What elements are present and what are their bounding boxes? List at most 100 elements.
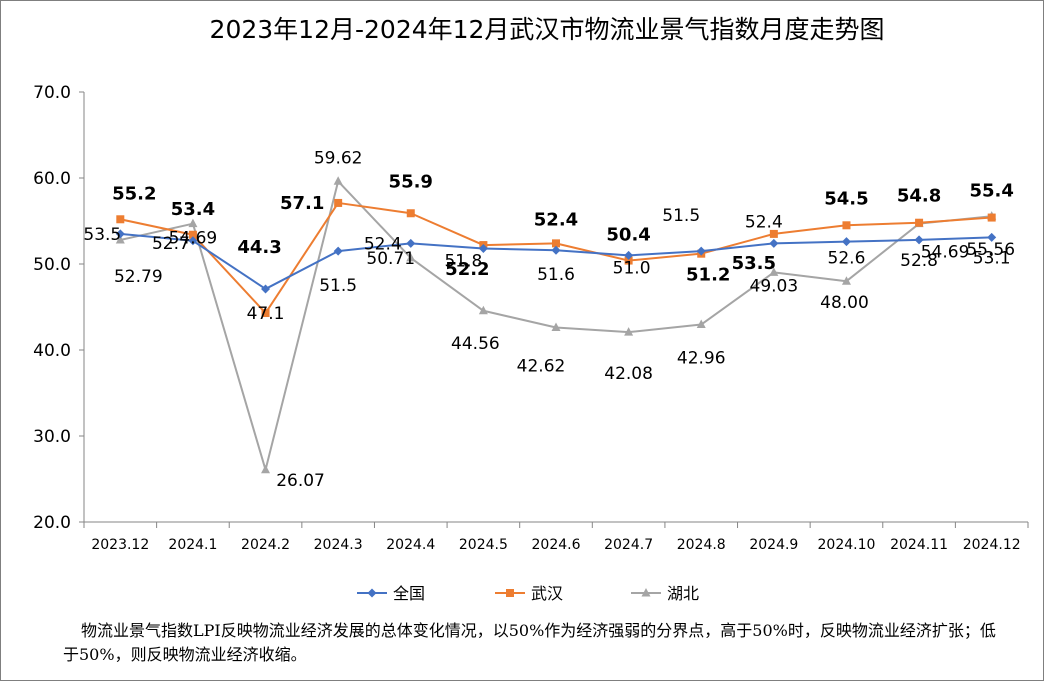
x-tick-label: 2024.3 bbox=[314, 537, 363, 553]
data-point-湖北 bbox=[478, 305, 488, 315]
data-point-湖北 bbox=[188, 218, 198, 228]
data-label-武汉: 44.3 bbox=[237, 237, 281, 258]
data-label-湖北: 59.62 bbox=[314, 148, 363, 168]
legend-label-全国: 全国 bbox=[393, 584, 425, 603]
data-label-武汉: 55.2 bbox=[112, 183, 156, 204]
legend-label-武汉: 武汉 bbox=[531, 584, 563, 603]
series-lines bbox=[115, 176, 997, 474]
data-point-武汉 bbox=[552, 239, 560, 248]
data-point-武汉 bbox=[915, 218, 924, 227]
data-point-武汉 bbox=[334, 198, 343, 207]
data-label-武汉: 55.4 bbox=[969, 181, 1013, 202]
x-tick-label: 2024.7 bbox=[604, 537, 653, 553]
data-label-武汉: 55.9 bbox=[389, 171, 433, 192]
data-label-全国: 51.8 bbox=[444, 252, 482, 272]
data-label-武汉: 54.5 bbox=[824, 188, 868, 209]
x-tick-label: 2024.9 bbox=[749, 537, 798, 553]
legend: 全国 武汉 湖北 bbox=[357, 584, 699, 603]
data-point-全国 bbox=[696, 246, 706, 256]
data-label-全国: 53.1 bbox=[973, 248, 1011, 268]
data-point-湖北 bbox=[261, 464, 271, 474]
data-label-湖北: 42.08 bbox=[604, 364, 653, 384]
data-label-湖北: 49.03 bbox=[750, 276, 799, 296]
data-point-全国 bbox=[987, 232, 997, 242]
x-tick-label: 2024.2 bbox=[241, 537, 290, 553]
data-point-湖北 bbox=[769, 267, 779, 276]
data-label-湖北: 50.71 bbox=[366, 249, 415, 269]
data-point-全国 bbox=[406, 238, 416, 248]
data-label-武汉: 53.4 bbox=[171, 199, 215, 220]
data-point-武汉 bbox=[116, 215, 125, 224]
data-point-全国 bbox=[624, 250, 634, 260]
x-tick-label: 2024.6 bbox=[532, 537, 581, 553]
legend-marker-全国 bbox=[367, 588, 377, 598]
data-point-湖北 bbox=[841, 276, 851, 285]
data-label-全国: 52.7 bbox=[152, 234, 190, 254]
data-label-全国: 53.5 bbox=[83, 225, 121, 245]
x-tick-label: 2024.10 bbox=[818, 537, 876, 553]
data-point-全国 bbox=[769, 238, 779, 248]
data-label-湖北: 44.56 bbox=[451, 334, 500, 354]
x-tick-label: 2024.8 bbox=[677, 537, 726, 553]
data-label-武汉: 53.5 bbox=[732, 253, 776, 274]
axes: 20.0 30.0 40.0 50.0 60.0 70.0 2023.12 2024.1 202… bbox=[33, 83, 1029, 553]
x-tick-label: 2024.4 bbox=[386, 537, 435, 553]
x-tick-label: 2024.12 bbox=[963, 537, 1021, 553]
data-point-全国 bbox=[478, 244, 488, 254]
data-label-武汉: 54.8 bbox=[897, 186, 941, 207]
data-label-湖北: 26.07 bbox=[276, 471, 325, 491]
data-point-湖北 bbox=[696, 319, 706, 329]
data-label-湖北: 54.69 bbox=[169, 229, 218, 249]
data-point-湖北 bbox=[333, 176, 343, 185]
y-tick-label: 50.0 bbox=[33, 255, 71, 275]
x-tick-label: 2024.1 bbox=[168, 537, 217, 553]
data-point-湖北 bbox=[551, 322, 561, 331]
data-point-全国 bbox=[841, 237, 851, 247]
data-label-全国: 52.4 bbox=[745, 212, 783, 232]
data-point-全国 bbox=[333, 246, 343, 256]
data-label-全国: 51.6 bbox=[537, 265, 575, 285]
data-label-武汉: 51.2 bbox=[686, 265, 730, 286]
data-label-武汉: 52.2 bbox=[445, 259, 489, 280]
data-label-全国: 47.1 bbox=[247, 304, 285, 324]
data-label-湖北: 55.56 bbox=[966, 240, 1015, 260]
data-label-湖北: 54.69 bbox=[921, 243, 970, 263]
data-label-武汉: 52.4 bbox=[534, 209, 578, 230]
data-point-全国 bbox=[914, 235, 924, 245]
data-point-武汉 bbox=[188, 230, 197, 239]
data-point-湖北 bbox=[406, 252, 416, 262]
data-point-全国 bbox=[551, 245, 561, 255]
data-point-武汉 bbox=[406, 209, 415, 218]
data-label-全国: 51.5 bbox=[319, 276, 357, 296]
data-point-湖北 bbox=[115, 235, 125, 244]
data-point-全国 bbox=[261, 284, 271, 294]
y-tick-label: 30.0 bbox=[33, 427, 71, 447]
data-label-武汉: 57.1 bbox=[280, 193, 324, 214]
data-label-全国: 52.8 bbox=[900, 251, 938, 271]
x-tick-label: 2024.11 bbox=[890, 537, 948, 553]
data-point-武汉 bbox=[624, 256, 633, 265]
data-label-全国: 52.6 bbox=[828, 249, 866, 269]
data-point-武汉 bbox=[842, 221, 851, 230]
data-labels: 53.5 52.7 47.1 51.5 52.4 51.8 51.6 51.0 51.5 52.4… bbox=[83, 148, 1015, 491]
y-tick-label: 40.0 bbox=[33, 341, 71, 361]
x-tick-label: 2023.12 bbox=[91, 537, 149, 553]
data-point-全国 bbox=[115, 229, 125, 239]
y-tick-label: 60.0 bbox=[33, 169, 71, 189]
line-chart: 2023年12月-2024年12月武汉市物流业景气指数月度走势图 20.0 30.… bbox=[33, 15, 1029, 603]
x-tick-label: 2024.5 bbox=[459, 537, 508, 553]
data-point-武汉 bbox=[987, 213, 996, 222]
y-tick-label: 70.0 bbox=[33, 83, 71, 103]
data-point-湖北 bbox=[624, 327, 634, 336]
legend-marker-湖北 bbox=[641, 588, 651, 597]
data-label-湖北: 42.96 bbox=[677, 349, 726, 369]
data-point-武汉 bbox=[769, 229, 778, 238]
data-label-湖北: 52.79 bbox=[114, 267, 163, 287]
data-label-湖北: 42.62 bbox=[517, 356, 566, 376]
data-label-湖北: 48.00 bbox=[820, 293, 869, 313]
data-label-全国: 51.5 bbox=[662, 206, 700, 226]
data-point-全国 bbox=[188, 236, 198, 246]
chart-title: 2023年12月-2024年12月武汉市物流业景气指数月度走势图 bbox=[210, 15, 885, 44]
legend-marker-武汉 bbox=[506, 589, 514, 597]
